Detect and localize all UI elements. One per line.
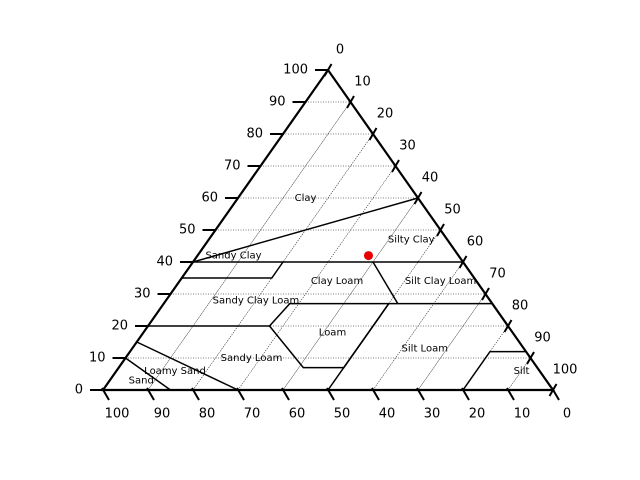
tick-label-sand-90: 90 xyxy=(154,407,171,422)
tick-label-clay-60: 60 xyxy=(201,191,218,206)
region-label-loam: Loam xyxy=(319,327,346,338)
boundary-7 xyxy=(328,304,389,390)
tick-label-sand-60: 60 xyxy=(289,407,306,422)
tick-label-silt-30: 30 xyxy=(399,139,416,154)
tick-label-silt-70: 70 xyxy=(489,267,506,282)
tick-label-clay-40: 40 xyxy=(156,255,173,270)
tick-label-clay-70: 70 xyxy=(224,159,241,174)
region-label-sand: Sand xyxy=(129,375,154,386)
region-label-clay: Clay xyxy=(295,193,317,204)
tick-label-silt-40: 40 xyxy=(422,171,439,186)
tick-label-sand-100: 100 xyxy=(105,407,130,422)
tick-label-sand-0: 0 xyxy=(563,407,571,422)
tick-label-silt-10: 10 xyxy=(354,75,371,90)
tick-label-clay-90: 90 xyxy=(269,95,286,110)
tick-label-sand-40: 40 xyxy=(379,407,396,422)
region-label-silty-clay: Silty Clay xyxy=(388,235,435,246)
region-label-sandy-loam: Sandy Loam xyxy=(221,353,283,364)
tick-label-silt-100: 100 xyxy=(553,363,578,378)
tick-label-silt-80: 80 xyxy=(512,299,529,314)
tick-label-silt-50: 50 xyxy=(444,203,461,218)
boundary-3 xyxy=(373,262,398,304)
tick-label-silt-0: 0 xyxy=(336,43,344,58)
tick-label-sand-30: 30 xyxy=(424,407,441,422)
tick-label-sand-50: 50 xyxy=(334,407,351,422)
data-points xyxy=(364,251,373,260)
tick-label-clay-0: 0 xyxy=(75,383,83,398)
tick-label-clay-20: 20 xyxy=(111,319,128,334)
tick-label-sand-70: 70 xyxy=(244,407,261,422)
region-label-silt: Silt xyxy=(514,366,530,377)
region-label-sandy-clay: Sandy Clay xyxy=(205,251,261,262)
tick-label-clay-30: 30 xyxy=(134,287,151,302)
tick-label-clay-50: 50 xyxy=(179,223,196,238)
region-label-silt-loam: Silt Loam xyxy=(402,343,448,354)
region-label-silt-clay-loam: Silt Clay Loam xyxy=(405,276,476,287)
tick-label-silt-90: 90 xyxy=(534,331,551,346)
tick-label-sand-80: 80 xyxy=(199,407,216,422)
region-label-clay-loam: Clay Loam xyxy=(311,276,363,287)
tick-label-clay-100: 100 xyxy=(283,63,308,78)
tick-sand-0 xyxy=(552,388,559,400)
tick-label-silt-60: 60 xyxy=(467,235,484,250)
boundary-5 xyxy=(148,304,398,326)
tick-label-clay-80: 80 xyxy=(246,127,263,142)
tick-label-silt-20: 20 xyxy=(377,107,394,122)
region-label-sandy-clay-loam: Sandy Clay Loam xyxy=(213,295,300,306)
tick-label-sand-10: 10 xyxy=(514,407,531,422)
tick-label-clay-10: 10 xyxy=(89,351,106,366)
tick-label-sand-20: 20 xyxy=(469,407,486,422)
data-point-0 xyxy=(364,251,373,260)
axis-ticks: 0102030405060708090100010203040506070809… xyxy=(75,43,578,422)
